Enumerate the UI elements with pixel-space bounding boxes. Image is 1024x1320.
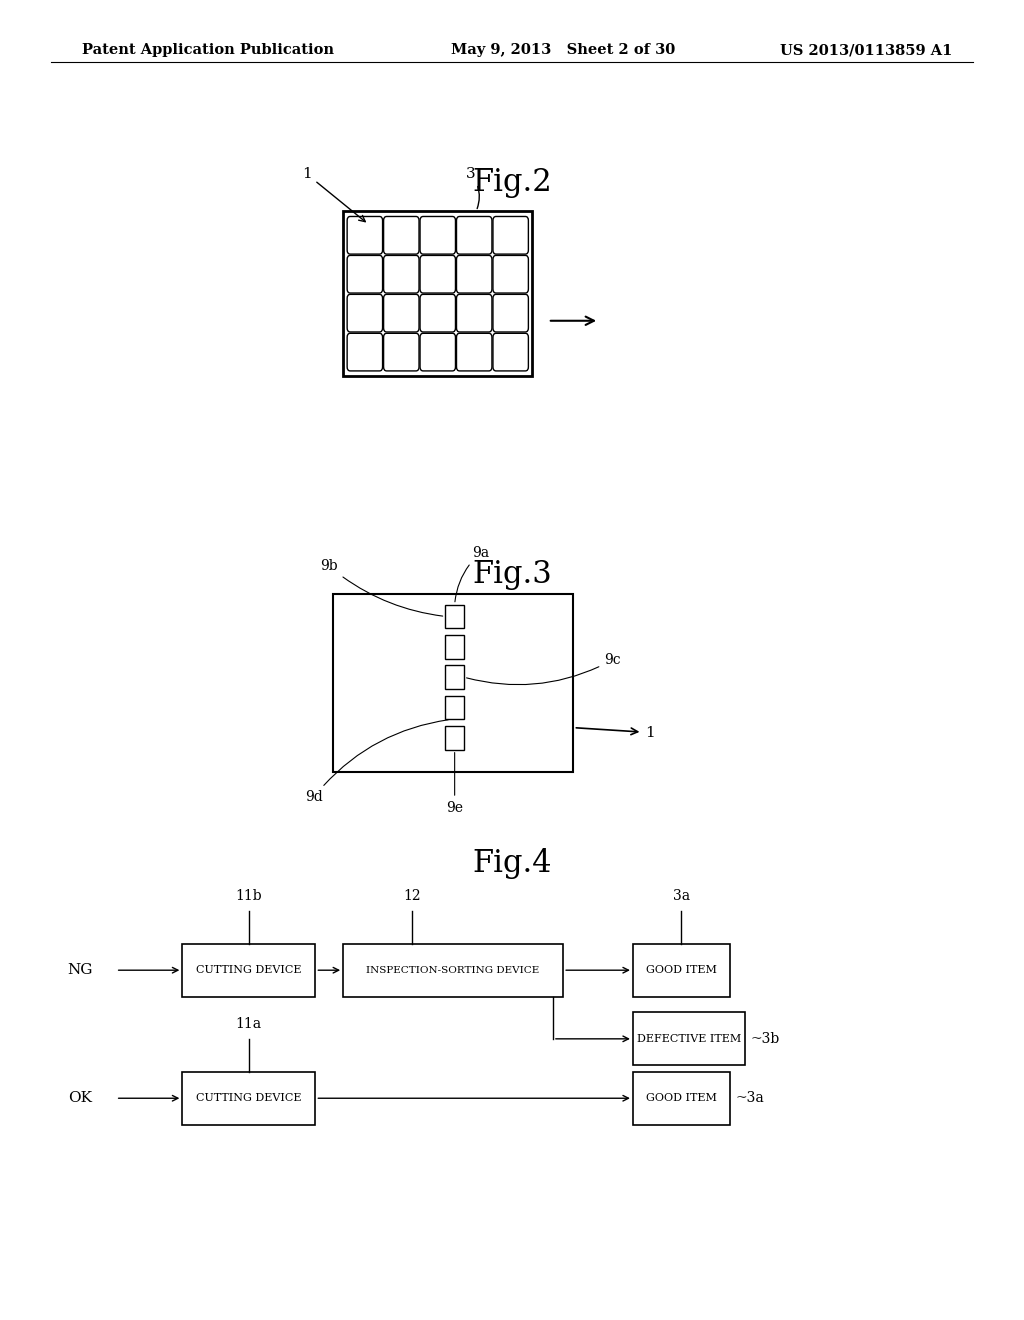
FancyBboxPatch shape	[347, 334, 383, 371]
FancyBboxPatch shape	[347, 256, 383, 293]
Text: Fig.3: Fig.3	[472, 558, 552, 590]
Bar	[445, 665, 464, 689]
Text: 1: 1	[577, 726, 655, 739]
Text: GOOD ITEM: GOOD ITEM	[646, 965, 717, 975]
FancyBboxPatch shape	[457, 216, 492, 253]
Text: Patent Application Publication: Patent Application Publication	[82, 44, 334, 57]
Bar	[182, 944, 315, 997]
Bar	[445, 605, 464, 628]
Text: 11a: 11a	[236, 1018, 262, 1031]
Text: ~3b: ~3b	[751, 1032, 780, 1045]
FancyBboxPatch shape	[420, 256, 456, 293]
FancyBboxPatch shape	[457, 334, 492, 371]
Text: 9a: 9a	[455, 546, 488, 602]
Bar	[445, 696, 464, 719]
Bar	[343, 211, 532, 376]
FancyBboxPatch shape	[493, 216, 528, 253]
Text: 9e: 9e	[446, 752, 463, 814]
Text: OK: OK	[68, 1092, 92, 1105]
Text: INSPECTION-SORTING DEVICE: INSPECTION-SORTING DEVICE	[367, 966, 540, 974]
Text: CUTTING DEVICE: CUTTING DEVICE	[196, 1093, 302, 1104]
Bar	[445, 726, 464, 750]
Text: 9c: 9c	[467, 653, 621, 685]
Text: 9d: 9d	[305, 719, 449, 804]
FancyBboxPatch shape	[457, 294, 492, 333]
FancyBboxPatch shape	[347, 216, 383, 253]
FancyBboxPatch shape	[384, 256, 419, 293]
Text: GOOD ITEM: GOOD ITEM	[646, 1093, 717, 1104]
Bar	[633, 1072, 730, 1125]
Text: Fig.2: Fig.2	[472, 166, 552, 198]
FancyBboxPatch shape	[420, 334, 456, 371]
FancyBboxPatch shape	[493, 334, 528, 371]
Bar	[333, 594, 573, 772]
Bar	[633, 1012, 745, 1065]
FancyBboxPatch shape	[384, 334, 419, 371]
Text: US 2013/0113859 A1: US 2013/0113859 A1	[780, 44, 952, 57]
Text: DEFECTIVE ITEM: DEFECTIVE ITEM	[637, 1034, 741, 1044]
Text: Fig.4: Fig.4	[472, 847, 552, 879]
FancyBboxPatch shape	[347, 294, 383, 333]
FancyBboxPatch shape	[457, 256, 492, 293]
Text: NG: NG	[68, 964, 92, 977]
FancyBboxPatch shape	[384, 294, 419, 333]
Text: 12: 12	[403, 890, 421, 903]
Text: 1: 1	[302, 168, 366, 222]
Bar	[182, 1072, 315, 1125]
FancyBboxPatch shape	[420, 216, 456, 253]
FancyBboxPatch shape	[384, 216, 419, 253]
Text: 3: 3	[466, 168, 479, 209]
Bar	[633, 944, 730, 997]
Bar	[445, 635, 464, 659]
Text: 9b: 9b	[321, 560, 442, 616]
Text: 11b: 11b	[236, 890, 262, 903]
Text: ~3a: ~3a	[735, 1092, 764, 1105]
Text: May 9, 2013   Sheet 2 of 30: May 9, 2013 Sheet 2 of 30	[451, 44, 675, 57]
Bar	[343, 944, 563, 997]
FancyBboxPatch shape	[420, 294, 456, 333]
FancyBboxPatch shape	[493, 294, 528, 333]
FancyBboxPatch shape	[493, 256, 528, 293]
Text: 3a: 3a	[673, 890, 690, 903]
Text: CUTTING DEVICE: CUTTING DEVICE	[196, 965, 302, 975]
